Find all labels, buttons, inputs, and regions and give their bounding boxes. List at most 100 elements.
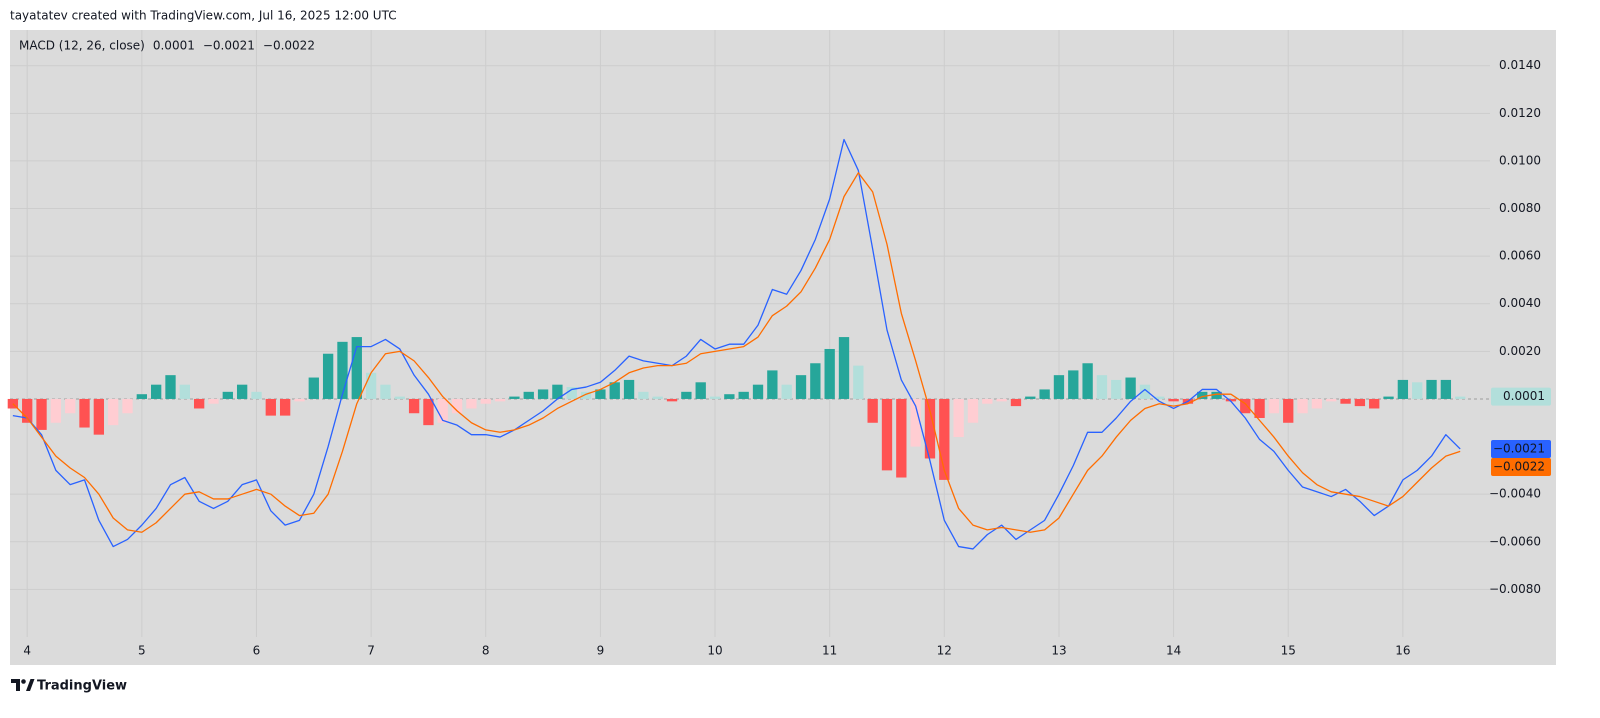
value-badge-label: −0.0022 — [1493, 459, 1545, 473]
histogram-bar — [437, 398, 448, 423]
histogram-bar — [337, 341, 348, 399]
histogram-bar — [451, 398, 463, 414]
histogram-bar — [853, 365, 864, 399]
histogram-bar — [609, 382, 620, 399]
histogram-bar — [1283, 398, 1294, 423]
histogram-bar — [1268, 398, 1280, 414]
y-tick-label: 0.0120 — [1499, 106, 1541, 120]
histogram-bar — [967, 398, 979, 423]
legend-value: −0.0022 — [263, 39, 315, 53]
histogram-bar — [1096, 375, 1108, 399]
x-tick-label: 7 — [367, 644, 375, 658]
y-tick-label: −0.0040 — [1489, 487, 1541, 501]
indicator-line — [12, 172, 1461, 533]
histogram-bar — [193, 398, 205, 409]
histogram-bar — [294, 398, 305, 402]
histogram-bar — [795, 375, 807, 399]
histogram-bar — [165, 375, 176, 399]
value-badge-label: −0.0021 — [1493, 441, 1545, 455]
histogram-bar — [939, 398, 950, 480]
histogram-bar — [1139, 384, 1151, 399]
histogram-bar — [136, 394, 147, 399]
value-badge — [1491, 439, 1551, 458]
histogram-bar — [924, 398, 936, 459]
histogram-bar — [738, 391, 749, 399]
histogram-bar — [22, 398, 33, 423]
histogram-bar — [1383, 396, 1394, 399]
histogram-bar — [1010, 398, 1022, 407]
histogram-bar — [351, 337, 362, 399]
indicator-label: MACD (12, 26, close) — [19, 39, 145, 53]
histogram-bar — [724, 394, 735, 399]
histogram-bar — [638, 391, 649, 399]
histogram-bar — [1326, 398, 1337, 402]
histogram-bar — [1397, 379, 1409, 399]
histogram-bar — [1225, 398, 1237, 402]
histogram-bar — [910, 398, 921, 447]
histogram-bar — [1455, 396, 1466, 399]
logo-mark — [26, 679, 35, 691]
histogram-bar — [867, 398, 878, 423]
histogram-bar — [236, 384, 248, 399]
logo-mark — [11, 679, 20, 691]
histogram-bar — [695, 382, 706, 399]
histogram-bar — [1254, 398, 1265, 419]
x-tick-label: 6 — [253, 644, 261, 658]
histogram-bar — [1426, 379, 1437, 399]
histogram-bar — [380, 384, 391, 399]
y-tick-label: 0.0100 — [1499, 153, 1541, 167]
histogram-bar — [709, 396, 721, 399]
x-tick-label: 15 — [1281, 644, 1296, 658]
histogram-bar — [1340, 398, 1351, 404]
histogram-bar — [982, 398, 993, 404]
histogram-bar — [810, 363, 821, 399]
histogram-bar — [1068, 370, 1079, 399]
histogram-bar — [595, 389, 606, 399]
y-tick-label: −0.0080 — [1489, 582, 1541, 596]
histogram-bar — [423, 398, 434, 426]
lines — [12, 138, 1461, 550]
x-tick-label: 4 — [23, 644, 31, 658]
legend-value: 0.0001 — [153, 39, 195, 53]
histogram-bar — [1025, 396, 1036, 399]
histogram-bar — [509, 396, 520, 399]
histogram-bar — [79, 398, 90, 428]
legend: MACD (12, 26, close) 0.0001 −0.0021 −0.002… — [19, 39, 315, 53]
value-badge — [1491, 387, 1551, 406]
histogram-bar — [265, 398, 276, 416]
y-tick-label: −0.0060 — [1489, 534, 1541, 548]
histogram-bar — [752, 384, 764, 399]
value-badge — [1491, 457, 1551, 476]
histogram-bar — [108, 398, 119, 426]
histogram-bar — [279, 398, 291, 416]
histogram-bar — [1053, 375, 1065, 399]
histogram-bar — [251, 391, 262, 399]
histogram-bar — [623, 379, 635, 399]
histogram-bar — [552, 384, 563, 399]
histogram-bar — [1082, 363, 1093, 399]
histogram — [7, 337, 1466, 480]
histogram-bar — [523, 391, 534, 399]
histogram-bar — [580, 391, 592, 399]
x-tick-label: 9 — [597, 644, 605, 658]
brand-logo — [11, 679, 35, 691]
histogram-bar — [322, 353, 334, 399]
histogram-bar — [1369, 398, 1380, 409]
histogram-bar — [1297, 398, 1308, 414]
histogram-bar — [308, 377, 319, 399]
histogram-bar — [1168, 398, 1179, 402]
histogram-bar — [1039, 389, 1050, 399]
histogram-bar — [1125, 377, 1136, 399]
histogram-bar — [1354, 398, 1366, 407]
histogram-bar — [1240, 398, 1251, 414]
histogram-bar — [838, 337, 850, 399]
histogram-bar — [1197, 391, 1208, 399]
histogram-bar — [93, 398, 105, 435]
y-tick-label: 0.0140 — [1499, 58, 1541, 72]
histogram-bar — [824, 348, 835, 399]
y-tick-label: 0.0020 — [1499, 344, 1541, 358]
histogram-bar — [537, 389, 549, 399]
histogram-bar — [394, 396, 405, 399]
